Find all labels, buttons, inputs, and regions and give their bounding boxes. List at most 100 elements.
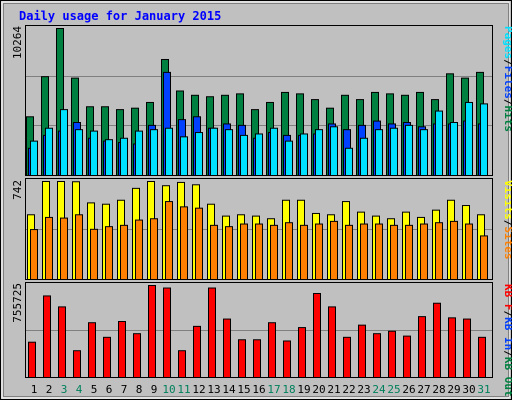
pages-bar xyxy=(240,134,248,177)
kbytes-bar xyxy=(148,285,156,378)
kbytes-bar xyxy=(253,339,261,379)
chart-title: Daily usage for January 2015 xyxy=(19,9,221,23)
sites-bar xyxy=(210,224,218,281)
day-label: 13 xyxy=(207,383,220,396)
sites-bar xyxy=(120,224,128,281)
pages-bar xyxy=(255,133,263,177)
sites-bar xyxy=(345,224,353,281)
sites-bar xyxy=(390,224,398,281)
sites-bar xyxy=(480,235,488,281)
sites-bar xyxy=(300,224,308,281)
kbytes-bar xyxy=(418,316,426,378)
day-label: 6 xyxy=(106,383,113,396)
sites-bar xyxy=(180,206,188,280)
day-label: 8 xyxy=(136,383,143,396)
pages-bar xyxy=(165,127,173,176)
pages-bar xyxy=(390,127,398,176)
day-label: 11 xyxy=(177,383,190,396)
day-label: 2 xyxy=(46,383,53,396)
pages-bar xyxy=(90,130,98,177)
pages-bar xyxy=(30,140,38,177)
sites-bar xyxy=(135,219,143,281)
day-label: 15 xyxy=(237,383,250,396)
sites-bar xyxy=(195,207,203,280)
pages-bar xyxy=(375,129,383,176)
sites-bar xyxy=(150,218,158,281)
pages-bar xyxy=(60,109,68,176)
sites-bar xyxy=(90,228,98,281)
sites-bar xyxy=(315,223,323,281)
pages-bar xyxy=(225,129,233,176)
pages-bar xyxy=(135,130,143,177)
kbytes-bar xyxy=(373,333,381,378)
pages-bar xyxy=(285,140,293,177)
day-label: 25 xyxy=(387,383,400,396)
sites-bar xyxy=(420,223,428,281)
pages-bar xyxy=(330,126,338,176)
day-label: 28 xyxy=(432,383,445,396)
sites-bar xyxy=(165,201,173,280)
pages-bar xyxy=(120,137,128,177)
day-label: 9 xyxy=(151,383,158,396)
kbytes-bar xyxy=(448,317,456,378)
kbytes-bar xyxy=(463,318,471,378)
sites-bar xyxy=(240,223,248,281)
pages-bar xyxy=(450,122,458,176)
day-label: 16 xyxy=(252,383,265,396)
legend-kbf: KB F xyxy=(502,284,512,311)
kbytes-bar xyxy=(118,321,126,378)
legend-kbytes-panel: KB F/KB In/KB Out xyxy=(502,284,512,397)
day-label: 19 xyxy=(297,383,310,396)
legend-pages: Pages xyxy=(502,26,512,59)
kbytes-panel-max-label: 755725 xyxy=(11,283,24,323)
kbytes-bar xyxy=(73,350,81,379)
sites-bar xyxy=(255,223,263,281)
kbytes-bar xyxy=(178,350,186,379)
day-label: 5 xyxy=(91,383,98,396)
day-label: 24 xyxy=(372,383,386,396)
sites-bar xyxy=(450,220,458,281)
kbytes-bar xyxy=(358,324,366,379)
kbytes-bar xyxy=(343,336,351,379)
sites-bar xyxy=(225,226,233,281)
day-label: 18 xyxy=(282,383,295,396)
day-label: 29 xyxy=(447,383,460,396)
legend-visits: Visits xyxy=(502,180,512,220)
legend-sites: Sites xyxy=(502,226,512,259)
pages-bar xyxy=(150,129,158,176)
pages-bar xyxy=(300,133,308,177)
kbytes-bar xyxy=(43,295,51,379)
pages-bar xyxy=(315,129,323,176)
sites-bar xyxy=(105,226,113,281)
pages-bar xyxy=(75,129,83,176)
day-label: 14 xyxy=(222,383,236,396)
day-label: 12 xyxy=(192,383,205,396)
kbytes-bar xyxy=(478,336,486,379)
sites-bar xyxy=(270,224,278,281)
day-label: 22 xyxy=(342,383,355,396)
day-label: 31 xyxy=(477,383,490,396)
hits-panel-max-label: 10264 xyxy=(11,26,24,59)
kbytes-bar xyxy=(433,302,441,378)
pages-bar xyxy=(405,124,413,176)
legend-kbout: KB Out xyxy=(502,357,512,397)
sites-bar xyxy=(330,220,338,281)
legend-kbin: KB In xyxy=(502,317,512,350)
sites-bar xyxy=(30,229,38,280)
kbytes-bar xyxy=(208,287,216,378)
visits-panel-max-label: 742 xyxy=(11,180,24,200)
pages-bar xyxy=(360,137,368,177)
kbytes-bar xyxy=(313,293,321,378)
sites-bar xyxy=(75,214,83,280)
day-label: 17 xyxy=(267,383,280,396)
pages-bar xyxy=(465,101,473,176)
kbytes-bar xyxy=(163,287,171,378)
day-label: 26 xyxy=(402,383,415,396)
kbytes-bar xyxy=(28,341,36,379)
kbytes-bar xyxy=(388,330,396,378)
pages-bar xyxy=(45,127,53,176)
sites-bar xyxy=(405,224,413,281)
pages-bar xyxy=(480,103,488,176)
